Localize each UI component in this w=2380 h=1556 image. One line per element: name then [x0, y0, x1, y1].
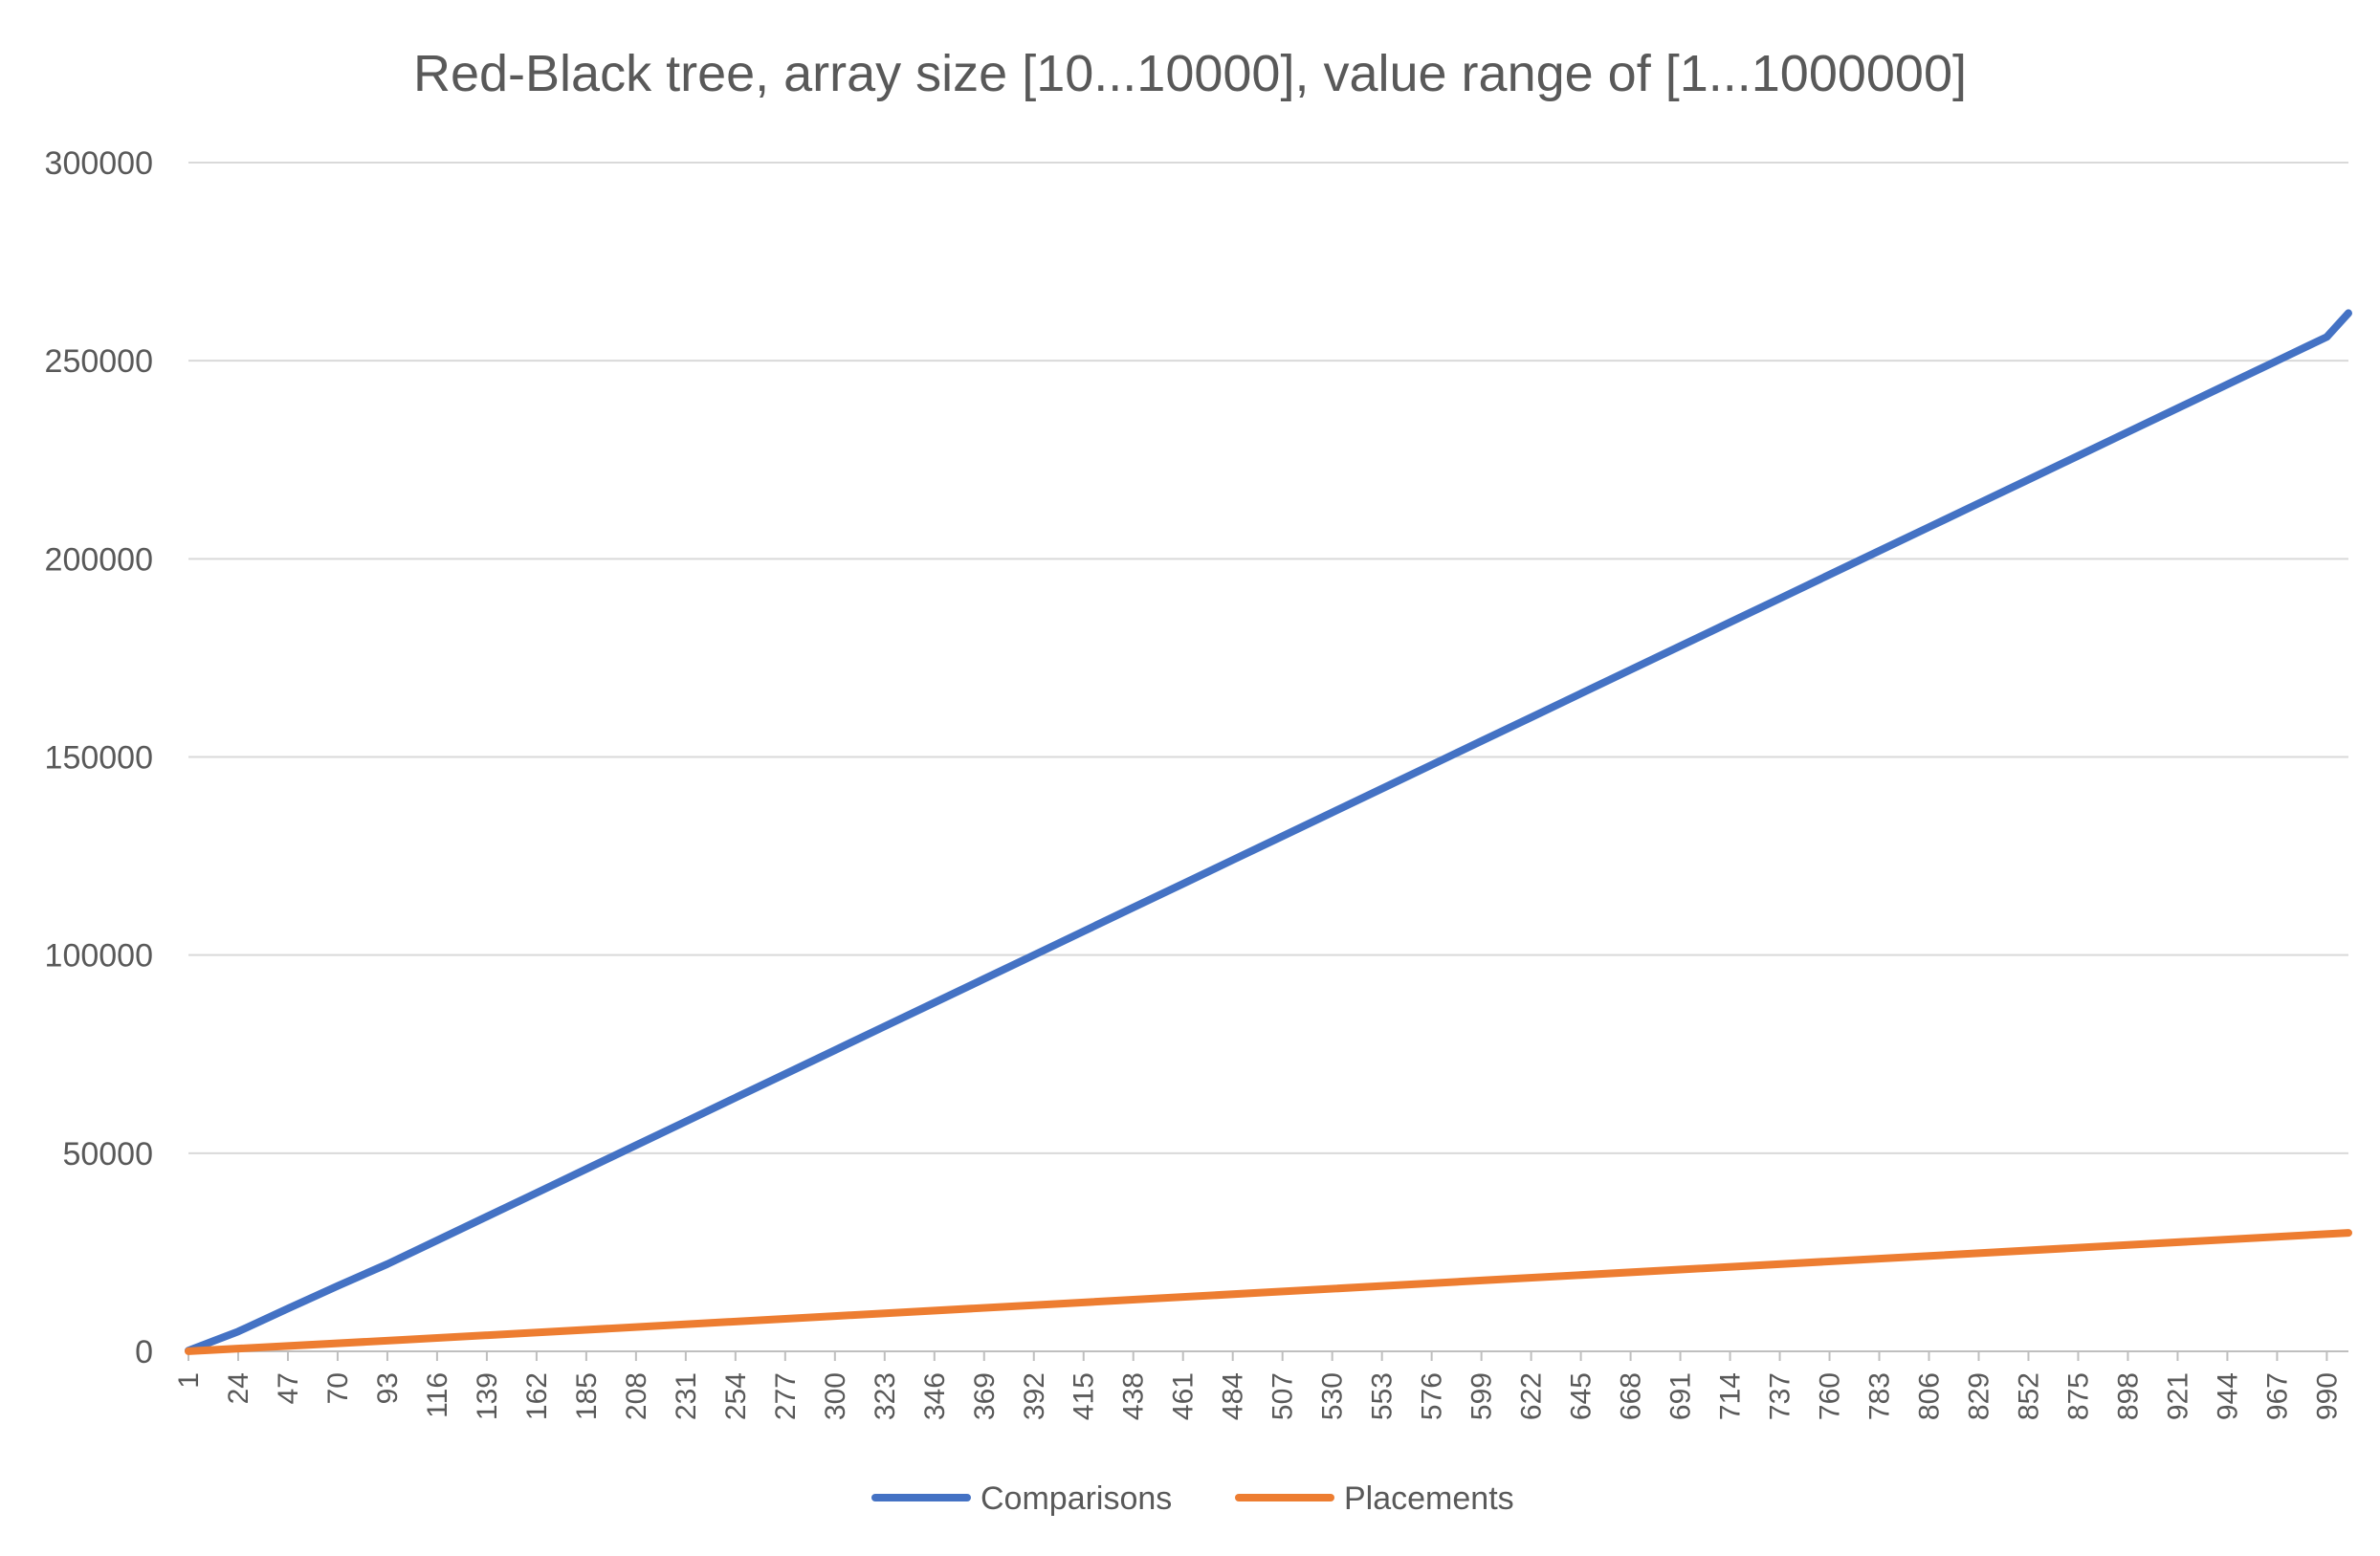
y-tick-label: 150000	[45, 740, 153, 777]
x-tick-label: 438	[1118, 1372, 1150, 1420]
x-tick-label: 990	[2311, 1372, 2343, 1420]
x-tick-label: 760	[1815, 1372, 1846, 1420]
x-tick-label: 806	[1914, 1372, 1946, 1420]
y-tick-label: 200000	[45, 541, 153, 578]
x-tick-label: 93	[372, 1372, 404, 1404]
x-tick-label: 1	[173, 1372, 205, 1389]
x-tick-label: 254	[720, 1372, 752, 1420]
y-tick-label: 300000	[45, 145, 153, 182]
x-tick-label: 47	[273, 1372, 304, 1404]
series-line-comparisons	[185, 309, 2352, 1355]
x-tick-label: 415	[1069, 1372, 1100, 1420]
x-tick-label: 622	[1516, 1372, 1548, 1420]
x-tick-label: 277	[770, 1372, 802, 1420]
x-tick-label: 116	[422, 1372, 453, 1418]
x-tick-label: 507	[1267, 1372, 1299, 1420]
x-tick-label: 714	[1715, 1372, 1747, 1420]
legend-label: Placements	[1344, 1480, 1514, 1517]
y-axis: 0 50000 100000 150000 200000 250000 300000	[45, 145, 153, 1370]
y-tick-label: 100000	[45, 938, 153, 975]
x-tick-label: 691	[1665, 1372, 1697, 1420]
x-tick-label: 346	[919, 1372, 951, 1420]
x-tick-label: 323	[870, 1372, 901, 1420]
x-axis: 1 24 47 70 93 116 139 162 185 208 231 254 277 300 323 3…	[173, 1351, 2343, 1420]
x-tick-label: 852	[2013, 1372, 2044, 1420]
legend-label: Comparisons	[981, 1480, 1172, 1517]
x-tick-label: 208	[621, 1372, 652, 1420]
x-tick-label: 185	[571, 1372, 603, 1420]
y-tick-label: 50000	[62, 1136, 153, 1172]
x-tick-label: 576	[1417, 1372, 1448, 1420]
x-tick-label: 231	[671, 1372, 702, 1420]
series-lines	[185, 309, 2352, 1355]
x-tick-label: 530	[1317, 1372, 1349, 1420]
series-line-placements	[185, 1229, 2352, 1355]
x-tick-label: 898	[2112, 1372, 2144, 1420]
x-tick-label: 967	[2261, 1372, 2293, 1420]
x-tick-label: 300	[820, 1372, 851, 1420]
x-tick-label: 875	[2062, 1372, 2094, 1420]
x-tick-label: 392	[1019, 1372, 1050, 1420]
y-tick-label: 250000	[45, 343, 153, 380]
x-tick-label: 70	[322, 1372, 354, 1404]
x-tick-label: 139	[472, 1372, 503, 1420]
x-tick-label: 369	[969, 1372, 1001, 1420]
y-tick-label: 0	[135, 1334, 153, 1370]
x-tick-label: 737	[1765, 1372, 1796, 1420]
legend: Comparisons Placements	[871, 1480, 1514, 1517]
x-tick-label: 668	[1616, 1372, 1647, 1420]
x-tick-label: 944	[2212, 1372, 2243, 1420]
x-tick-label: 162	[521, 1372, 553, 1420]
chart-title: Red-Black tree, array size [10...10000],…	[413, 45, 1967, 102]
x-tick-label: 553	[1367, 1372, 1399, 1420]
x-tick-label: 461	[1168, 1372, 1200, 1420]
x-tick-label: 599	[1466, 1372, 1498, 1420]
x-tick-label: 645	[1566, 1372, 1598, 1420]
x-tick-label: 484	[1218, 1372, 1249, 1420]
x-tick-label: 829	[1963, 1372, 1994, 1420]
x-tick-label: 783	[1864, 1372, 1896, 1420]
x-tick-label: 921	[2162, 1372, 2193, 1420]
x-tick-label: 24	[223, 1372, 254, 1404]
gridlines	[188, 162, 2348, 1352]
